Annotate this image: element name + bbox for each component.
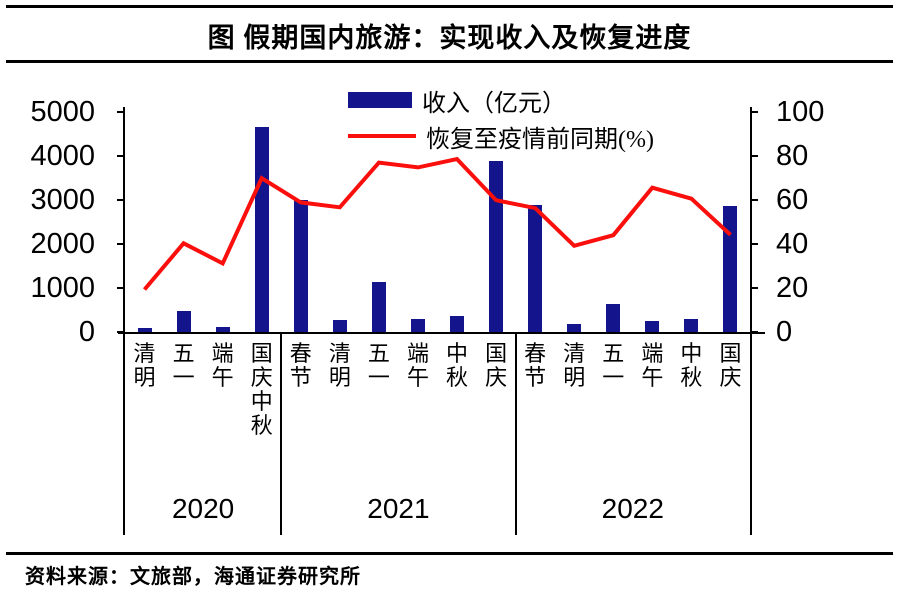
right-axis-line (750, 107, 752, 535)
left-axis-tick-label: 2000 (30, 228, 95, 260)
x-tick-label: 国庆中秋 (250, 341, 273, 438)
x-tick-label: 清明 (328, 341, 351, 390)
bar (567, 323, 582, 332)
bar (137, 328, 152, 332)
right-axis-tick-label: 0 (776, 316, 793, 348)
bar (723, 205, 738, 332)
x-tick-label: 端午 (641, 341, 664, 390)
x-tick-label: 国庆 (485, 341, 508, 390)
right-axis-tick-label: 20 (776, 272, 809, 304)
left-axis-tick-label: 4000 (30, 140, 95, 172)
x-tick-label: 清明 (133, 341, 156, 390)
legend-bar-swatch (348, 92, 412, 108)
bar (176, 311, 191, 332)
x-tick-label: 中秋 (446, 341, 469, 390)
year-label: 2020 (171, 493, 235, 524)
left-axis-tickmark (117, 287, 125, 289)
legend-line-label: 恢复至疫情前同期(%) (426, 126, 654, 153)
title-underline-rule (6, 60, 893, 63)
x-tick-label: 五一 (367, 341, 390, 390)
left-axis-tickmark (117, 111, 125, 113)
right-axis-tickmark (750, 155, 758, 157)
bar (645, 320, 660, 332)
x-axis-line (118, 332, 765, 334)
bar (489, 160, 504, 332)
x-tick-label: 端午 (406, 341, 429, 390)
source-note: 资料来源：文旅部，海通证券研究所 (25, 566, 361, 588)
x-tick-label: 端午 (211, 341, 234, 390)
legend-item-recovery: 恢复至疫情前同期(%) (348, 118, 654, 154)
recovery-line (142, 156, 732, 291)
left-axis-tick-label: 5000 (30, 96, 95, 128)
x-tick-label: 春节 (524, 341, 547, 390)
left-axis-tick-label: 1000 (30, 272, 95, 304)
left-axis-tickmark (117, 155, 125, 157)
bar (215, 326, 230, 332)
bar (528, 204, 543, 332)
year-label: 2022 (601, 493, 664, 524)
right-axis-tick-label: 80 (776, 140, 809, 172)
x-tick-label: 国庆 (719, 341, 742, 390)
bar (293, 199, 308, 332)
right-axis-tickmark (750, 243, 758, 245)
left-axis-line (123, 107, 125, 535)
left-axis-tick-label: 0 (78, 316, 95, 348)
left-axis-tickmark (117, 199, 125, 201)
right-axis-tick-label: 60 (776, 184, 809, 216)
legend-item-revenue: 收入（亿元） (348, 82, 654, 118)
right-axis-tickmark (750, 199, 758, 201)
bar (450, 315, 465, 332)
group-divider (280, 332, 283, 535)
bar (606, 303, 621, 332)
right-axis-tickmark (750, 287, 758, 289)
x-tick-label: 春节 (289, 341, 312, 390)
top-rule (6, 5, 893, 8)
bar (254, 126, 269, 332)
right-axis-tick-label: 100 (776, 96, 825, 128)
x-tick-label: 五一 (172, 341, 195, 390)
left-axis-tickmark (117, 243, 125, 245)
chart-title: 图 假期国内旅游：实现收入及恢复进度 (207, 23, 692, 53)
year-label: 2021 (367, 493, 430, 524)
legend-line-swatch (348, 134, 416, 138)
bar (371, 282, 386, 332)
left-axis-tick-label: 3000 (30, 184, 95, 216)
bar (684, 319, 699, 332)
bar (410, 319, 425, 332)
right-axis-tick-label: 40 (776, 228, 809, 260)
x-tick-label: 五一 (602, 341, 625, 390)
bar (332, 320, 347, 332)
group-divider (514, 332, 517, 535)
x-tick-label: 清明 (563, 341, 586, 390)
right-axis-tickmark (750, 111, 758, 113)
bottom-rule (6, 552, 893, 555)
x-tick-label: 中秋 (680, 341, 703, 390)
legend-bar-label: 收入（亿元） (422, 90, 566, 117)
legend: 收入（亿元） 恢复至疫情前同期(%) (348, 82, 654, 154)
